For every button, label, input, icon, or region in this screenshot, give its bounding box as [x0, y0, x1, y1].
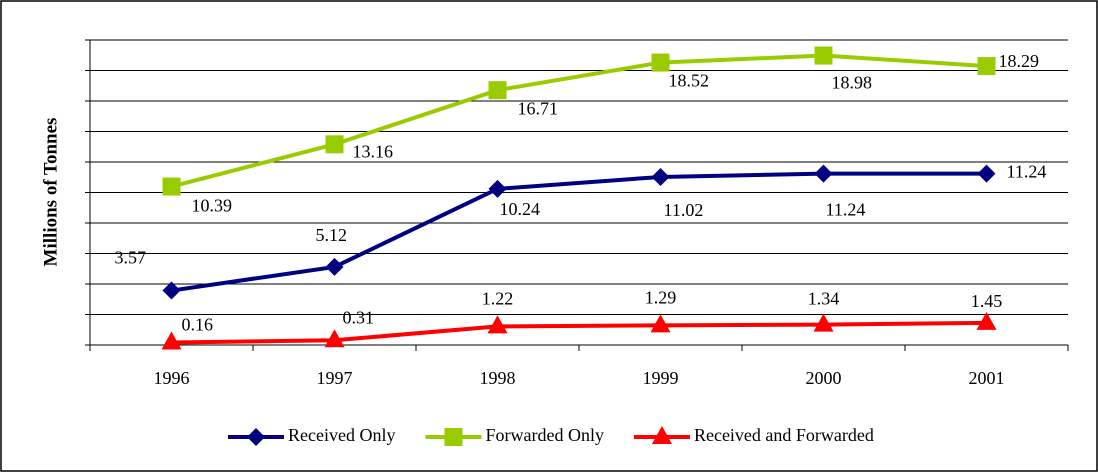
x-tick-label: 1998	[480, 368, 516, 388]
data-label: 11.24	[1007, 162, 1047, 182]
data-label: 1.45	[971, 291, 1003, 311]
marker	[977, 57, 996, 76]
x-tick-label: 1997	[317, 368, 353, 388]
marker	[650, 314, 671, 333]
marker	[325, 257, 344, 276]
x-tick-label: 1999	[643, 368, 679, 388]
marker	[162, 281, 181, 300]
series: 0.16 0.31 1.22 1.29 1.34 1.45	[161, 287, 1003, 350]
marker	[651, 426, 672, 444]
data-label: 18.52	[669, 71, 710, 91]
data-label: 18.29	[999, 51, 1040, 71]
data-label: 1.29	[645, 287, 677, 307]
data-label: 0.31	[343, 307, 375, 327]
x-tick-label: 1996	[154, 368, 190, 388]
x-tick-label: 2000	[806, 368, 842, 388]
data-label: 1.34	[808, 289, 840, 309]
data-label: 10.24	[500, 199, 541, 219]
line	[171, 320, 987, 345]
legend-item: Forwarded Only	[425, 425, 604, 446]
marker	[488, 81, 507, 100]
legend-label: Received Only	[288, 425, 395, 445]
line	[171, 171, 987, 293]
legend-label: Received and Forwarded	[694, 425, 874, 445]
marker	[814, 164, 833, 183]
data-label: 0.16	[182, 315, 214, 335]
marker	[488, 179, 507, 198]
marker	[247, 428, 265, 446]
data-label: 11.02	[664, 200, 704, 220]
x-tick-label: 2001	[969, 368, 1005, 388]
data-label: 13.16	[353, 141, 394, 161]
data-label: 16.71	[518, 98, 559, 118]
marker	[444, 428, 463, 446]
marker	[814, 46, 833, 65]
marker	[487, 315, 508, 334]
marker	[325, 135, 344, 154]
series: 10.39 13.16 16.71 18.52 18.98 18.29	[162, 46, 1040, 216]
legend-label: Forwarded Only	[485, 425, 603, 445]
line	[170, 53, 987, 189]
marker	[324, 329, 345, 348]
marker	[162, 177, 181, 196]
series: 3.57 5.12 10.24 11.02 11.24 11.24	[115, 162, 1047, 300]
marker	[651, 167, 670, 186]
data-label: 10.39	[192, 196, 233, 216]
data-label: 18.98	[832, 73, 873, 93]
legend-item: Received Only	[228, 425, 395, 446]
data-label: 11.24	[826, 200, 866, 220]
marker	[161, 331, 182, 350]
marker	[977, 164, 996, 183]
marker	[976, 311, 997, 330]
data-label: 1.22	[482, 289, 514, 309]
legend-item: Received and Forwarded	[633, 425, 874, 445]
data-label: 3.57	[115, 248, 147, 268]
marker	[651, 53, 670, 72]
marker	[813, 313, 834, 332]
y-axis-label: Millions of Tonnes	[40, 118, 61, 267]
data-label: 5.12	[316, 225, 348, 245]
